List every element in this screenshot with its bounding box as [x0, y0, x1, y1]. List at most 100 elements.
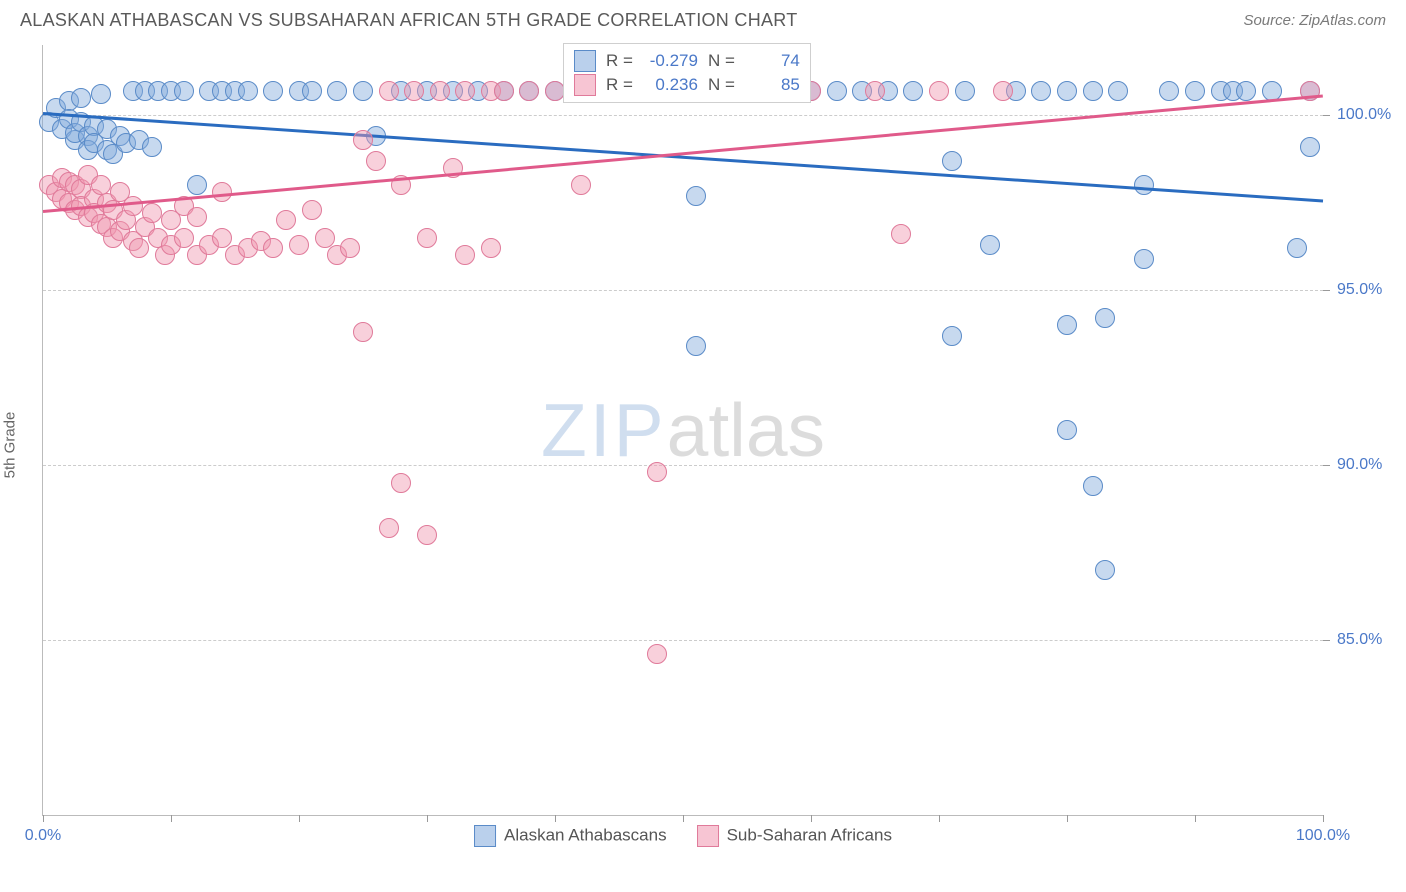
- y-tick: [1323, 290, 1330, 291]
- gridline: [43, 290, 1323, 291]
- x-tick-label: 0.0%: [25, 827, 61, 845]
- data-point: [1300, 137, 1320, 157]
- data-point: [212, 228, 232, 248]
- data-point: [942, 326, 962, 346]
- data-point: [391, 473, 411, 493]
- y-tick-label: 85.0%: [1337, 631, 1382, 649]
- data-point: [123, 196, 143, 216]
- x-tick: [811, 815, 812, 822]
- data-point: [1083, 81, 1103, 101]
- data-point: [430, 81, 450, 101]
- data-point: [142, 203, 162, 223]
- data-point: [187, 207, 207, 227]
- data-point: [980, 235, 1000, 255]
- data-point: [129, 238, 149, 258]
- n-label-1: N =: [708, 51, 735, 71]
- data-point: [942, 151, 962, 171]
- data-point: [289, 235, 309, 255]
- data-point: [1057, 81, 1077, 101]
- data-point: [955, 81, 975, 101]
- gridline: [43, 465, 1323, 466]
- data-point: [1236, 81, 1256, 101]
- gridline: [43, 115, 1323, 116]
- n-value-1: 74: [745, 51, 800, 71]
- x-tick: [1195, 815, 1196, 822]
- stats-swatch-1: [574, 50, 596, 72]
- data-point: [263, 81, 283, 101]
- data-point: [302, 81, 322, 101]
- x-tick-label: 100.0%: [1296, 827, 1350, 845]
- chart-source: Source: ZipAtlas.com: [1243, 12, 1386, 29]
- r-value-1: -0.279: [643, 51, 698, 71]
- data-point: [366, 151, 386, 171]
- correlation-stats-box: R = -0.279 N = 74 R = 0.236 N = 85: [563, 43, 811, 103]
- trend-line: [43, 112, 1323, 202]
- data-point: [238, 81, 258, 101]
- data-point: [686, 186, 706, 206]
- y-tick-label: 100.0%: [1337, 106, 1391, 124]
- legend-item-1: Alaskan Athabascans: [474, 825, 667, 847]
- data-point: [827, 81, 847, 101]
- data-point: [519, 81, 539, 101]
- r-label-1: R =: [606, 51, 633, 71]
- stats-row-series-2: R = 0.236 N = 85: [574, 73, 800, 97]
- data-point: [417, 228, 437, 248]
- watermark: ZIPatlas: [541, 387, 825, 473]
- y-tick-label: 95.0%: [1337, 281, 1382, 299]
- data-point: [891, 224, 911, 244]
- data-point: [929, 81, 949, 101]
- x-tick: [555, 815, 556, 822]
- legend-swatch-2: [697, 825, 719, 847]
- data-point: [379, 81, 399, 101]
- data-point: [1083, 476, 1103, 496]
- data-point: [174, 81, 194, 101]
- data-point: [1134, 249, 1154, 269]
- data-point: [174, 228, 194, 248]
- x-tick: [299, 815, 300, 822]
- y-tick: [1323, 465, 1330, 466]
- y-axis-label: 5th Grade: [2, 412, 19, 479]
- watermark-atlas: atlas: [667, 388, 825, 472]
- plot-area: ZIPatlas Alaskan Athabascans Sub-Saharan…: [42, 45, 1323, 816]
- data-point: [91, 84, 111, 104]
- x-tick: [1323, 815, 1324, 822]
- gridline: [43, 640, 1323, 641]
- data-point: [263, 238, 283, 258]
- data-point: [187, 175, 207, 195]
- watermark-zip: ZIP: [541, 388, 667, 472]
- legend-label-1: Alaskan Athabascans: [504, 825, 667, 844]
- data-point: [647, 462, 667, 482]
- data-point: [404, 81, 424, 101]
- data-point: [1057, 315, 1077, 335]
- y-tick: [1323, 115, 1330, 116]
- r-value-2: 0.236: [643, 75, 698, 95]
- data-point: [276, 210, 296, 230]
- data-point: [455, 245, 475, 265]
- chart-header: ALASKAN ATHABASCAN VS SUBSAHARAN AFRICAN…: [0, 0, 1406, 35]
- data-point: [212, 182, 232, 202]
- legend-swatch-1: [474, 825, 496, 847]
- stats-row-series-1: R = -0.279 N = 74: [574, 49, 800, 73]
- data-point: [417, 525, 437, 545]
- trend-line: [43, 94, 1323, 212]
- data-point: [571, 175, 591, 195]
- data-point: [1095, 308, 1115, 328]
- x-tick: [939, 815, 940, 822]
- data-point: [315, 228, 335, 248]
- data-point: [686, 336, 706, 356]
- data-point: [353, 322, 373, 342]
- legend-item-2: Sub-Saharan Africans: [697, 825, 892, 847]
- data-point: [647, 644, 667, 664]
- x-tick: [171, 815, 172, 822]
- x-tick: [1067, 815, 1068, 822]
- chart-title: ALASKAN ATHABASCAN VS SUBSAHARAN AFRICAN…: [20, 10, 798, 31]
- data-point: [494, 81, 514, 101]
- data-point: [1134, 175, 1154, 195]
- data-point: [1108, 81, 1128, 101]
- legend: Alaskan Athabascans Sub-Saharan Africans: [474, 825, 892, 847]
- data-point: [1031, 81, 1051, 101]
- data-point: [481, 238, 501, 258]
- x-tick: [427, 815, 428, 822]
- data-point: [455, 81, 475, 101]
- data-point: [142, 137, 162, 157]
